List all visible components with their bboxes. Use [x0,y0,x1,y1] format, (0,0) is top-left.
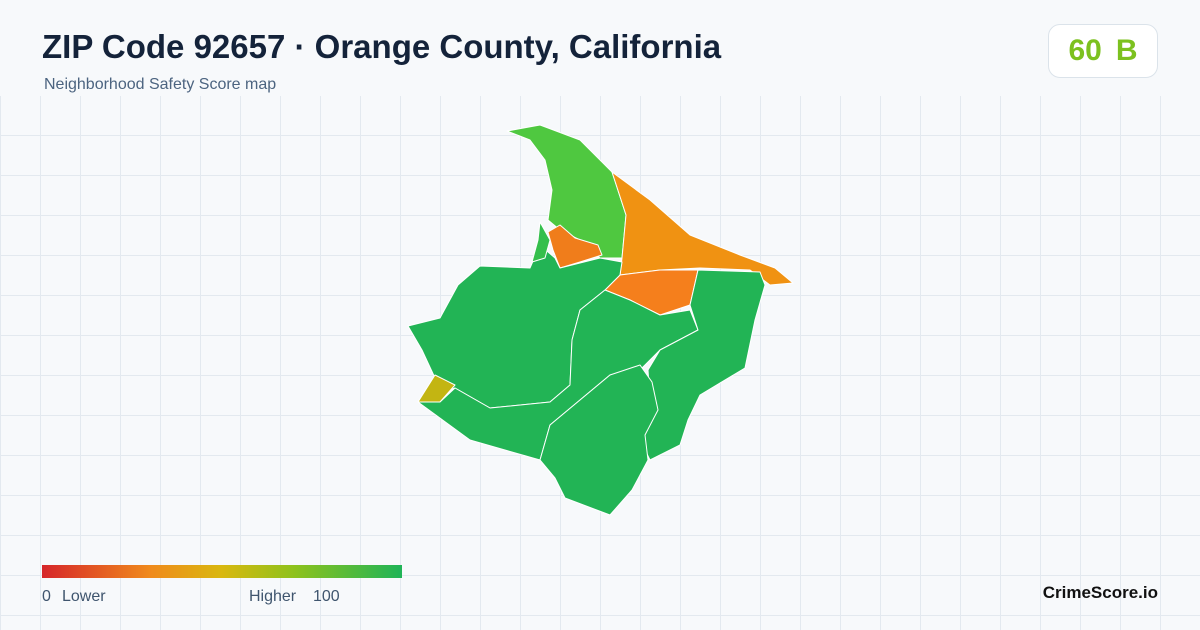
legend-min-label: Lower [62,588,106,605]
area [611,171,794,286]
area [629,269,766,461]
score-badge: 60 B [1048,24,1158,78]
title: ZIP Code 92657 · Orange County, Californ… [42,28,722,65]
area [539,364,659,516]
legend-min: 0 [42,588,51,605]
legend-max-label: Higher [249,588,297,605]
score-value: 60 [1068,34,1102,67]
area [531,221,551,263]
legend-max: 100 [313,588,340,605]
brand: CrimeScore.io [1042,583,1158,602]
legend-gradient [42,565,402,578]
score-grade: B [1115,34,1138,67]
area [547,224,603,269]
subtitle: Neighborhood Safety Score map [44,76,277,93]
